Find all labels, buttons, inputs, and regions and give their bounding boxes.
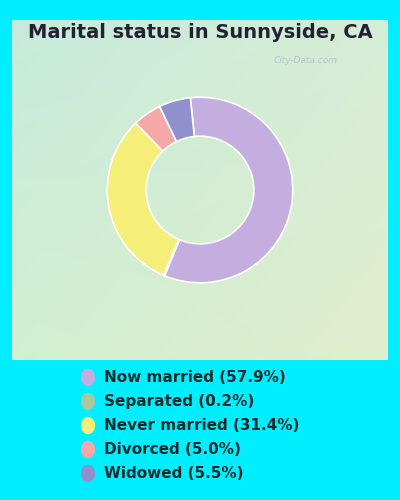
Text: Divorced (5.0%): Divorced (5.0%) [104, 442, 241, 457]
Text: City-Data.com: City-Data.com [273, 56, 337, 66]
Text: Marital status in Sunnyside, CA: Marital status in Sunnyside, CA [28, 22, 372, 42]
Wedge shape [164, 97, 293, 283]
Text: Separated (0.2%): Separated (0.2%) [104, 394, 254, 409]
Text: Now married (57.9%): Now married (57.9%) [104, 370, 286, 385]
Text: Never married (31.4%): Never married (31.4%) [104, 418, 299, 433]
Text: Widowed (5.5%): Widowed (5.5%) [104, 466, 244, 481]
Wedge shape [164, 240, 180, 276]
Wedge shape [107, 123, 179, 276]
Wedge shape [160, 98, 194, 142]
Wedge shape [136, 106, 176, 151]
